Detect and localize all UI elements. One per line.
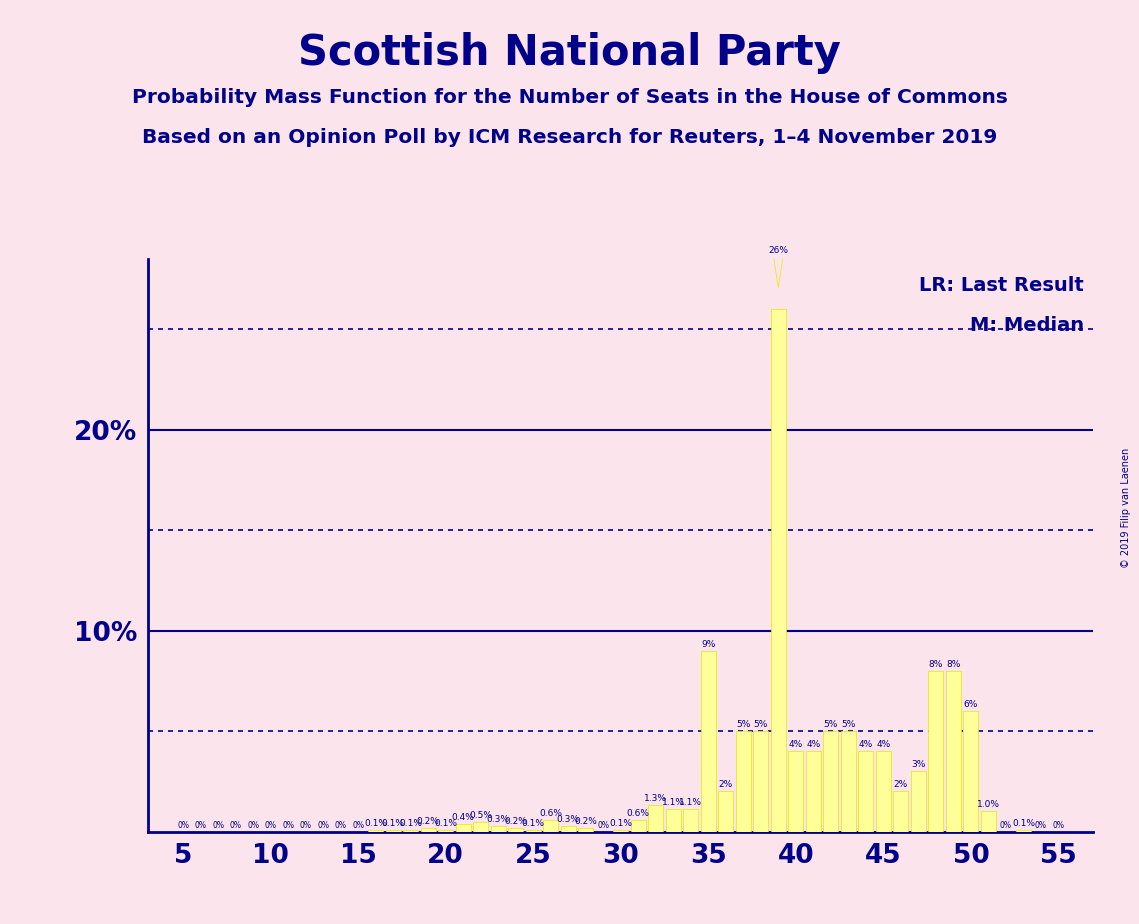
Text: 1.0%: 1.0%: [977, 800, 1000, 809]
Bar: [788, 751, 803, 832]
Text: 0.1%: 0.1%: [1011, 819, 1035, 828]
Text: 0%: 0%: [317, 821, 329, 830]
Text: 0%: 0%: [1000, 821, 1011, 830]
Text: 0.5%: 0.5%: [469, 810, 492, 820]
Bar: [893, 791, 908, 832]
Text: 0.1%: 0.1%: [609, 819, 632, 828]
Text: 0.1%: 0.1%: [522, 819, 544, 828]
Text: 3%: 3%: [911, 760, 926, 770]
Text: 0%: 0%: [264, 821, 277, 830]
Text: 5%: 5%: [842, 720, 855, 729]
Bar: [911, 772, 926, 832]
Bar: [508, 828, 523, 832]
Bar: [859, 751, 874, 832]
Text: Probability Mass Function for the Number of Seats in the House of Commons: Probability Mass Function for the Number…: [132, 88, 1007, 107]
Text: 2%: 2%: [894, 781, 908, 789]
Text: 0%: 0%: [195, 821, 206, 830]
Text: 0%: 0%: [1052, 821, 1065, 830]
Bar: [1016, 830, 1031, 832]
Text: 0%: 0%: [212, 821, 224, 830]
Text: 8%: 8%: [928, 660, 943, 669]
Text: 0%: 0%: [597, 821, 609, 830]
Bar: [579, 828, 593, 832]
Bar: [876, 751, 891, 832]
Text: 0%: 0%: [300, 821, 312, 830]
Text: 0.2%: 0.2%: [417, 817, 440, 825]
Text: 0.3%: 0.3%: [486, 815, 510, 823]
Bar: [736, 731, 751, 832]
Text: © 2019 Filip van Laenen: © 2019 Filip van Laenen: [1121, 448, 1131, 568]
Bar: [947, 671, 961, 832]
Bar: [560, 825, 575, 832]
Text: 6%: 6%: [964, 700, 978, 709]
Bar: [648, 806, 663, 832]
Bar: [543, 820, 558, 832]
Bar: [420, 828, 435, 832]
Text: 1.1%: 1.1%: [662, 798, 685, 808]
Text: LR: Last Result: LR: Last Result: [919, 276, 1084, 295]
Text: 0.6%: 0.6%: [626, 808, 649, 818]
Bar: [700, 650, 715, 832]
Bar: [386, 830, 401, 832]
Text: 0.1%: 0.1%: [382, 819, 404, 828]
Text: 2%: 2%: [719, 781, 732, 789]
Bar: [631, 820, 646, 832]
Text: 0.2%: 0.2%: [574, 817, 597, 825]
Bar: [526, 830, 541, 832]
Text: 4%: 4%: [806, 740, 820, 749]
Text: 4%: 4%: [788, 740, 803, 749]
Text: Scottish National Party: Scottish National Party: [298, 32, 841, 74]
Bar: [806, 751, 821, 832]
Bar: [719, 791, 734, 832]
Bar: [666, 809, 681, 832]
Bar: [613, 830, 629, 832]
Bar: [403, 830, 418, 832]
Bar: [491, 825, 506, 832]
Text: 0.6%: 0.6%: [539, 808, 563, 818]
Polygon shape: [771, 259, 786, 283]
Bar: [456, 823, 470, 832]
Text: 8%: 8%: [947, 660, 960, 669]
Bar: [474, 821, 489, 832]
Bar: [753, 731, 768, 832]
Text: 0%: 0%: [1035, 821, 1047, 830]
Bar: [981, 811, 995, 832]
Text: 0%: 0%: [247, 821, 259, 830]
Bar: [928, 671, 943, 832]
Text: 5%: 5%: [823, 720, 838, 729]
Text: 1.1%: 1.1%: [679, 798, 703, 808]
Text: 0.1%: 0.1%: [399, 819, 423, 828]
Text: 0%: 0%: [335, 821, 346, 830]
Bar: [823, 731, 838, 832]
Text: 0%: 0%: [282, 821, 294, 830]
Text: 0.4%: 0.4%: [452, 812, 475, 821]
Text: 0.2%: 0.2%: [505, 817, 527, 825]
Bar: [439, 830, 453, 832]
Text: M: Median: M: Median: [970, 316, 1084, 335]
Polygon shape: [773, 259, 782, 287]
Text: 0%: 0%: [230, 821, 241, 830]
Text: 1.3%: 1.3%: [645, 795, 667, 804]
Text: 0%: 0%: [177, 821, 189, 830]
Text: 0.1%: 0.1%: [434, 819, 457, 828]
Bar: [841, 731, 855, 832]
Bar: [683, 809, 698, 832]
Bar: [771, 309, 786, 832]
Text: 0%: 0%: [352, 821, 364, 830]
Text: 5%: 5%: [736, 720, 751, 729]
Text: 0.3%: 0.3%: [557, 815, 580, 823]
Text: 9%: 9%: [702, 639, 715, 649]
Bar: [368, 830, 383, 832]
Text: 4%: 4%: [859, 740, 872, 749]
Text: 0.1%: 0.1%: [364, 819, 387, 828]
Text: Based on an Opinion Poll by ICM Research for Reuters, 1–4 November 2019: Based on an Opinion Poll by ICM Research…: [142, 128, 997, 147]
Text: 4%: 4%: [876, 740, 891, 749]
Bar: [964, 711, 978, 832]
Text: 26%: 26%: [769, 246, 788, 255]
Text: 5%: 5%: [754, 720, 768, 729]
